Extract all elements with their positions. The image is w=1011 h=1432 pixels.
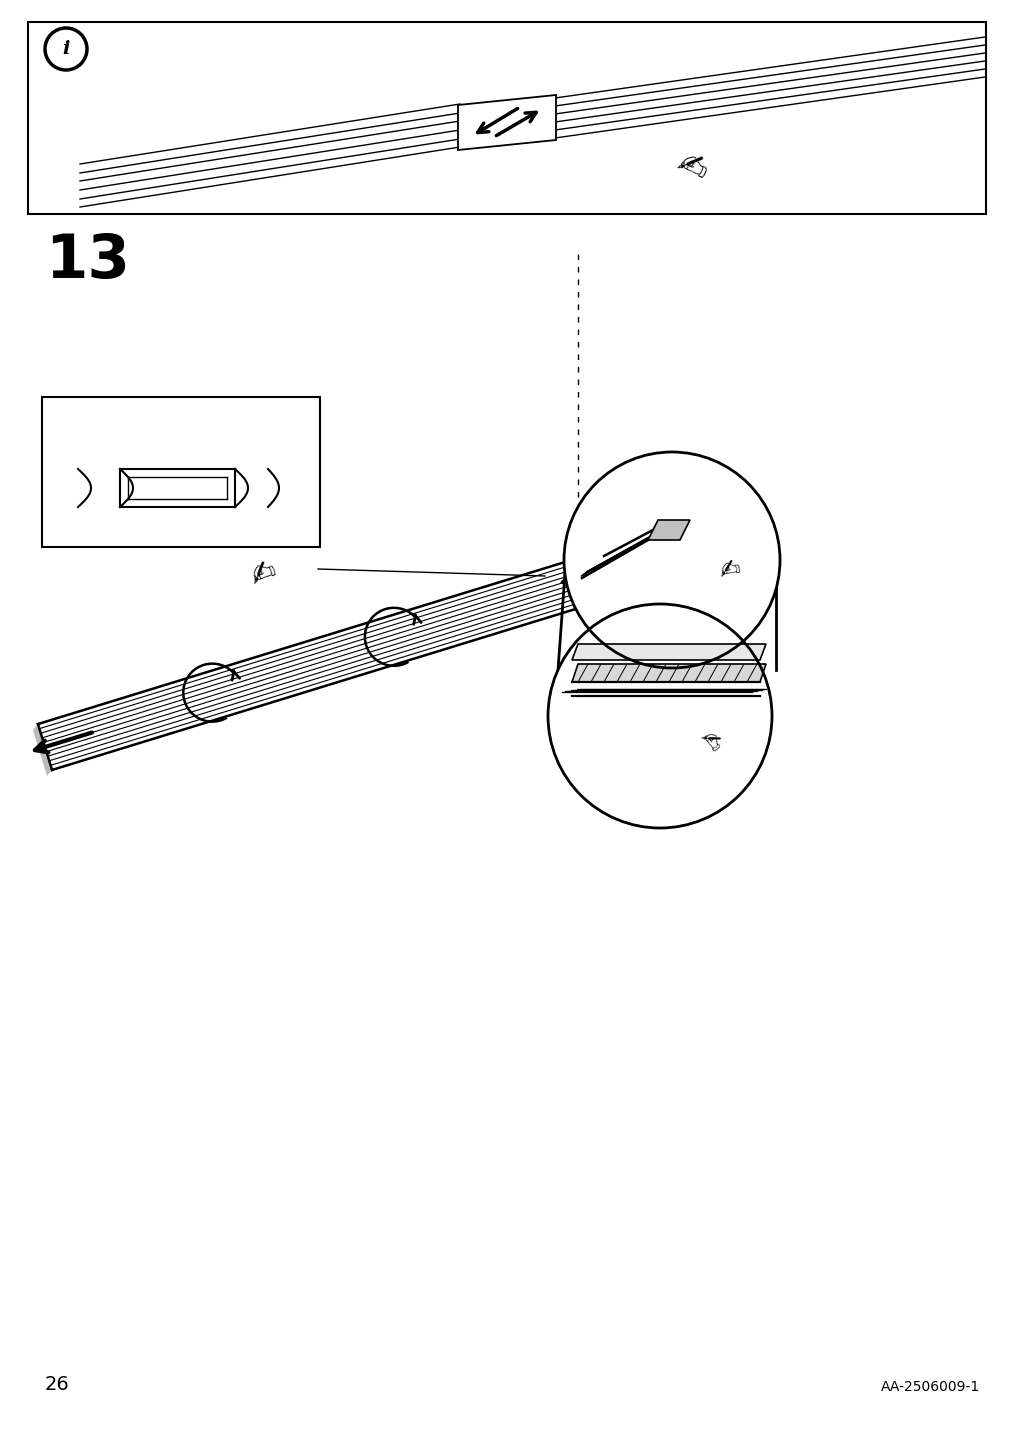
Text: ✍: ✍ [670, 145, 712, 189]
Circle shape [548, 604, 771, 828]
Text: i: i [63, 40, 70, 59]
Bar [42, 397, 319, 547]
Text: AA-2506009-1: AA-2506009-1 [880, 1380, 979, 1393]
Text: 26: 26 [44, 1375, 70, 1393]
Polygon shape [33, 725, 52, 776]
Polygon shape [647, 520, 690, 540]
Bar [28, 21, 985, 213]
Circle shape [563, 453, 779, 667]
Text: ✍: ✍ [694, 726, 725, 758]
Polygon shape [571, 664, 765, 682]
Polygon shape [571, 644, 765, 660]
Text: ✍: ✍ [717, 557, 742, 584]
Text: 13: 13 [44, 232, 129, 291]
Polygon shape [458, 95, 555, 150]
Circle shape [44, 29, 87, 70]
Text: ✍: ✍ [246, 556, 280, 591]
